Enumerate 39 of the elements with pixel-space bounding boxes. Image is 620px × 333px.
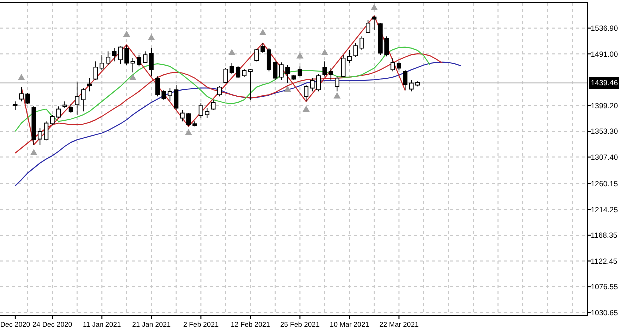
point <box>284 86 292 92</box>
point <box>123 30 130 38</box>
candlestick <box>354 42 358 58</box>
point <box>259 29 267 36</box>
candlestick <box>360 36 364 50</box>
point <box>130 74 137 80</box>
candlestick <box>304 84 309 102</box>
candlestick <box>322 61 328 78</box>
point <box>148 34 156 40</box>
point <box>321 49 329 56</box>
candlestick <box>217 86 222 98</box>
candlestick <box>211 100 216 110</box>
candlestick <box>149 48 154 78</box>
point <box>296 52 304 59</box>
candlestick <box>335 76 340 92</box>
candlestick <box>81 88 86 112</box>
candlestick <box>156 76 160 98</box>
candlestick <box>62 101 68 109</box>
point <box>370 4 378 10</box>
candlestick <box>403 70 408 92</box>
candlestick <box>94 61 98 80</box>
candlestick <box>75 82 80 116</box>
candlestick <box>87 78 92 92</box>
point <box>228 49 236 56</box>
point <box>185 129 192 136</box>
point <box>30 149 38 156</box>
candlestick <box>224 68 228 84</box>
point <box>302 106 310 112</box>
candlestick <box>366 20 371 34</box>
candlestick <box>372 16 377 30</box>
candlestick <box>254 48 260 62</box>
candlestick <box>248 68 253 100</box>
point <box>18 74 26 80</box>
candlestick <box>328 68 334 80</box>
line-series <box>14 62 462 186</box>
candlestick <box>13 101 18 110</box>
candlestick <box>68 104 74 114</box>
point <box>334 92 341 99</box>
line-series <box>14 46 431 132</box>
